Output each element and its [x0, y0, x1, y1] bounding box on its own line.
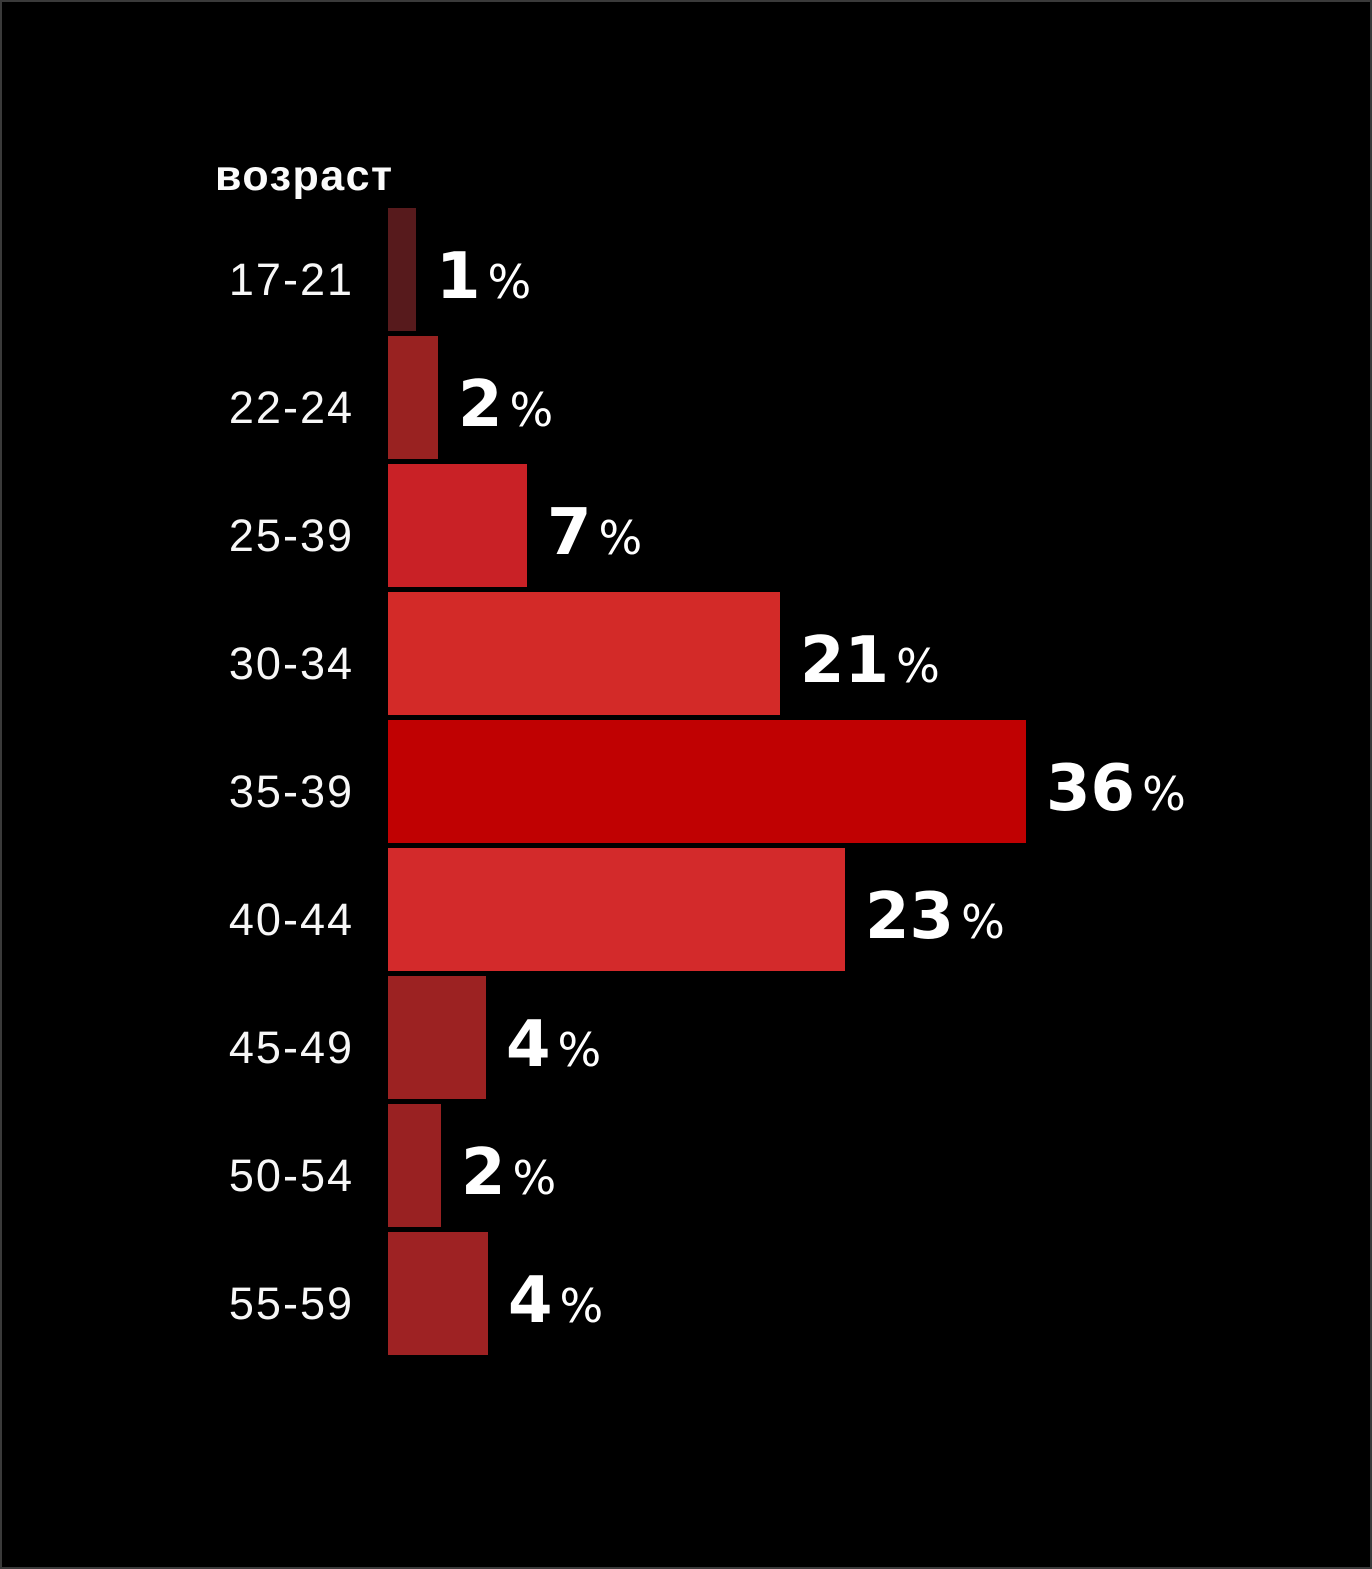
- bar: [388, 592, 780, 715]
- chart-row: 50-54 2%: [2, 1104, 1370, 1227]
- category-label: 55-59: [228, 1277, 354, 1329]
- chart-row: 45-49 4%: [2, 976, 1370, 1099]
- percent-sign: %: [512, 1150, 557, 1205]
- bar: [388, 336, 438, 459]
- category-label: 25-39: [228, 509, 354, 561]
- bar: [388, 848, 845, 971]
- value-label: 4%: [508, 1269, 603, 1333]
- value-number: 4: [506, 1007, 551, 1082]
- value-label: 2%: [458, 373, 553, 437]
- value-number: 2: [461, 1135, 506, 1210]
- bar: [388, 976, 486, 1099]
- chart-title: возраст: [215, 152, 394, 200]
- value-label: 36%: [1046, 757, 1186, 821]
- value-number: 4: [508, 1263, 553, 1338]
- category-label: 45-49: [228, 1021, 354, 1073]
- bar: [388, 208, 416, 331]
- chart-row: 22-24 2%: [2, 336, 1370, 459]
- value-number: 36: [1046, 751, 1136, 826]
- percent-sign: %: [961, 894, 1005, 949]
- value-label: 1%: [436, 245, 531, 309]
- value-label: 2%: [461, 1141, 556, 1205]
- percent-sign: %: [559, 1278, 604, 1333]
- chart-row: 55-59 4%: [2, 1232, 1370, 1355]
- chart-row: 25-39 7%: [2, 464, 1370, 587]
- category-label: 30-34: [228, 637, 354, 689]
- chart-row: 30-34 21%: [2, 592, 1370, 715]
- chart-row: 35-39 36%: [2, 720, 1370, 843]
- bar: [388, 1232, 488, 1355]
- value-label: 21%: [800, 629, 940, 693]
- percent-sign: %: [1142, 766, 1186, 821]
- percent-sign: %: [598, 510, 643, 565]
- bar: [388, 464, 527, 587]
- value-number: 23: [865, 879, 955, 954]
- percent-sign: %: [509, 382, 554, 437]
- category-label: 17-21: [228, 253, 354, 305]
- bar: [388, 1104, 441, 1227]
- percent-sign: %: [557, 1022, 602, 1077]
- category-label: 40-44: [228, 893, 354, 945]
- category-label: 50-54: [228, 1149, 354, 1201]
- bar: [388, 720, 1026, 843]
- chart-row: 40-44 23%: [2, 848, 1370, 971]
- value-number: 21: [800, 623, 890, 698]
- value-number: 2: [458, 367, 503, 442]
- value-number: 7: [547, 495, 592, 570]
- value-number: 1: [436, 239, 481, 314]
- value-label: 7%: [547, 501, 642, 565]
- category-label: 22-24: [228, 381, 354, 433]
- value-label: 4%: [506, 1013, 601, 1077]
- percent-sign: %: [487, 254, 532, 309]
- category-label: 35-39: [228, 765, 354, 817]
- percent-sign: %: [896, 638, 940, 693]
- value-label: 23%: [865, 885, 1005, 949]
- chart-row: 17-21 1%: [2, 208, 1370, 331]
